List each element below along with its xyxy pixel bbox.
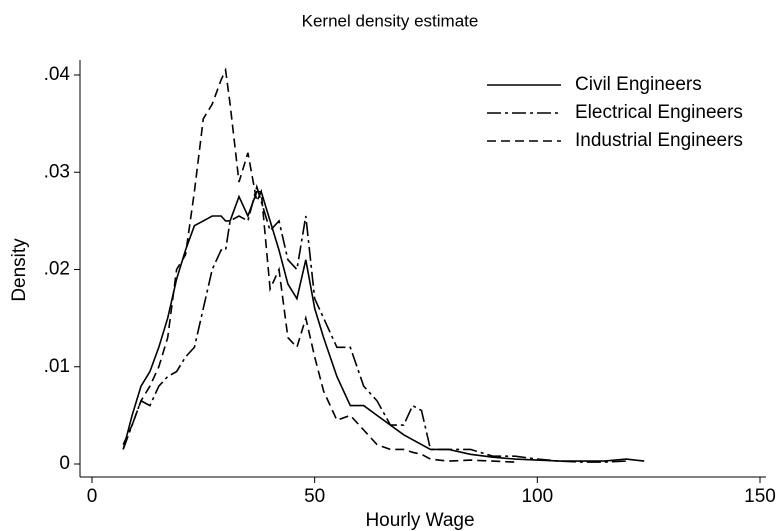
y-axis-label: Density xyxy=(9,238,30,302)
line xyxy=(122,183,627,463)
y-tick-label: 0 xyxy=(59,453,70,474)
x-tick-label: 50 xyxy=(304,486,325,507)
line xyxy=(122,67,516,463)
chart-title: Kernel density estimate xyxy=(302,11,479,30)
legend-label: Civil Engineers xyxy=(575,74,702,95)
y-tick-label: .02 xyxy=(44,259,70,280)
y-tick-label: .03 xyxy=(44,161,70,182)
y-tick-label: .04 xyxy=(44,64,71,85)
x-tick-label: 150 xyxy=(744,486,776,507)
x-tick-label: 100 xyxy=(521,486,553,507)
legend-label: Electrical Engineers xyxy=(575,102,743,123)
line xyxy=(122,190,645,462)
x-axis-label: Hourly Wage xyxy=(365,510,474,531)
legend-label: Industrial Engineers xyxy=(575,130,743,151)
x-tick-label: 0 xyxy=(87,486,98,507)
y-tick-label: .01 xyxy=(44,356,70,377)
